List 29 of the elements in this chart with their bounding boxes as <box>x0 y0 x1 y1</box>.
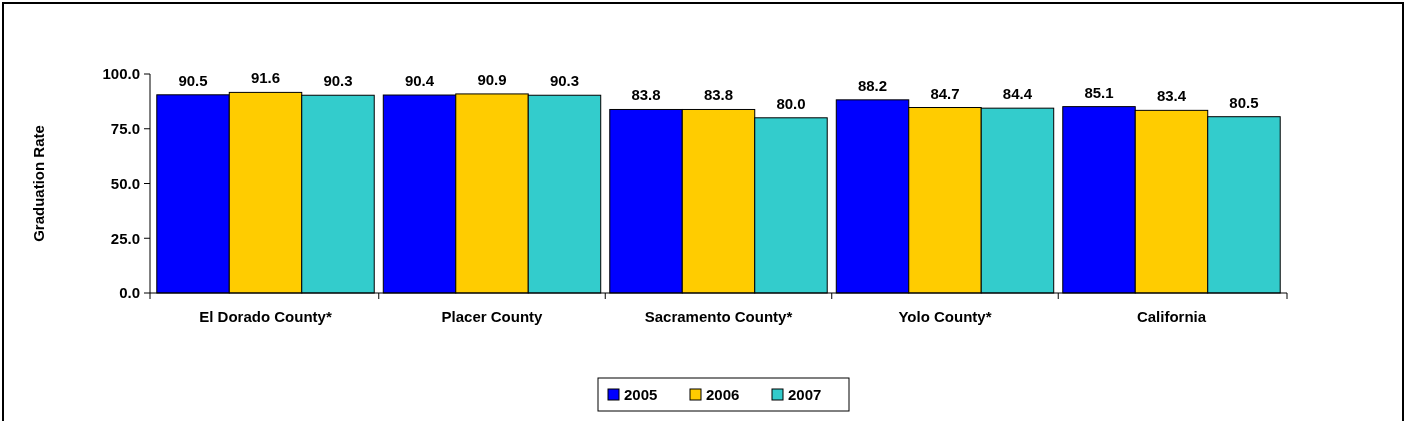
legend-label: 2005 <box>624 386 658 404</box>
y-tick-label: 75.0 <box>110 120 140 137</box>
data-label: 90.5 <box>178 71 208 89</box>
data-label: 88.2 <box>857 76 888 94</box>
legend-label: 2006 <box>706 386 740 404</box>
data-label: 90.3 <box>323 72 353 90</box>
data-label: 90.9 <box>477 70 507 88</box>
x-tick-label: Sacramento County* <box>644 308 793 325</box>
data-label: 80.0 <box>776 94 806 112</box>
data-label: 85.1 <box>1084 83 1114 101</box>
data-label: 83.8 <box>631 86 661 104</box>
y-tick-label: 50.0 <box>110 174 140 192</box>
data-label: 83.4 <box>1156 87 1187 105</box>
y-axis-title: Graduation Rate <box>30 125 47 242</box>
data-label: 80.5 <box>1229 93 1259 111</box>
data-label: 90.4 <box>404 72 435 90</box>
data-label: 84.4 <box>1002 85 1033 103</box>
data-label: 90.3 <box>549 72 580 90</box>
x-tick-label: Placer County <box>441 308 544 325</box>
data-label: 83.8 <box>703 86 734 104</box>
y-tick-label: 100.0 <box>102 65 140 83</box>
data-label: 91.6 <box>250 69 281 87</box>
data-label: 84.7 <box>930 84 960 102</box>
x-tick-label: California <box>1136 308 1207 325</box>
x-tick-label: Yolo County* <box>898 308 992 325</box>
y-tick-label: 25.0 <box>110 229 140 247</box>
legend-label: 2007 <box>788 386 822 404</box>
x-tick-label: El Dorado County* <box>199 308 332 325</box>
y-tick-label: 0.0 <box>119 284 140 302</box>
